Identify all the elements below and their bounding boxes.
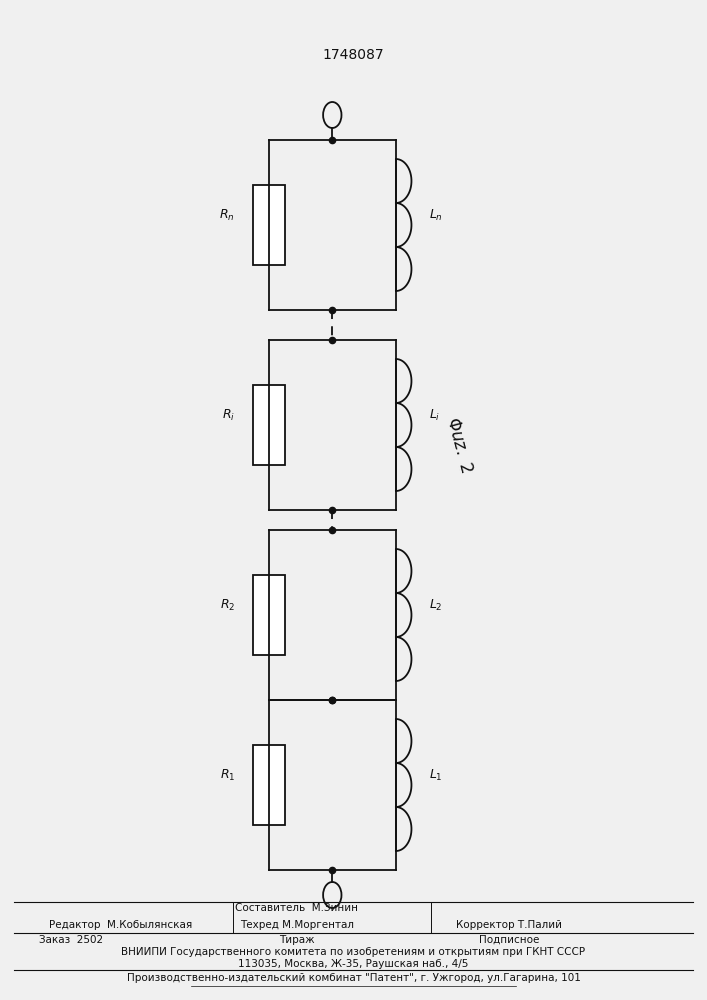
Text: Подписное: Подписное [479, 935, 539, 945]
Text: 1748087: 1748087 [322, 48, 385, 62]
Text: Тираж: Тираж [279, 935, 315, 945]
Text: $L_1$: $L_1$ [429, 767, 443, 783]
Bar [252, 385, 284, 465]
Text: Техред М.Моргентал: Техред М.Моргентал [240, 920, 354, 930]
Text: $\mathit{\Phi u z.\ 2}$: $\mathit{\Phi u z.\ 2}$ [443, 415, 476, 475]
Text: $L_n$: $L_n$ [429, 207, 443, 223]
Text: $R_n$: $R_n$ [219, 207, 235, 223]
Text: Производственно-издательский комбинат "Патент", г. Ужгород, ул.Гагарина, 101: Производственно-издательский комбинат "П… [127, 973, 580, 983]
Text: Заказ  2502: Заказ 2502 [39, 935, 103, 945]
Bar [252, 745, 284, 825]
Text: $R_i$: $R_i$ [222, 407, 235, 423]
Bar [252, 575, 284, 655]
Text: $R_2$: $R_2$ [220, 597, 235, 613]
Bar [252, 185, 284, 265]
Text: $L_i$: $L_i$ [429, 407, 440, 423]
Text: Редактор  М.Кобылянская: Редактор М.Кобылянская [49, 920, 192, 930]
Text: Составитель  М.Зинин: Составитель М.Зинин [235, 903, 358, 913]
Text: 113035, Москва, Ж-35, Раушская наб., 4/5: 113035, Москва, Ж-35, Раушская наб., 4/5 [238, 959, 469, 969]
Text: $R_1$: $R_1$ [220, 767, 235, 783]
Text: ВНИИПИ Государственного комитета по изобретениям и открытиям при ГКНТ СССР: ВНИИПИ Государственного комитета по изоб… [122, 947, 585, 957]
Text: Корректор Т.Палий: Корректор Т.Палий [456, 920, 562, 930]
Text: $L_2$: $L_2$ [429, 597, 443, 613]
